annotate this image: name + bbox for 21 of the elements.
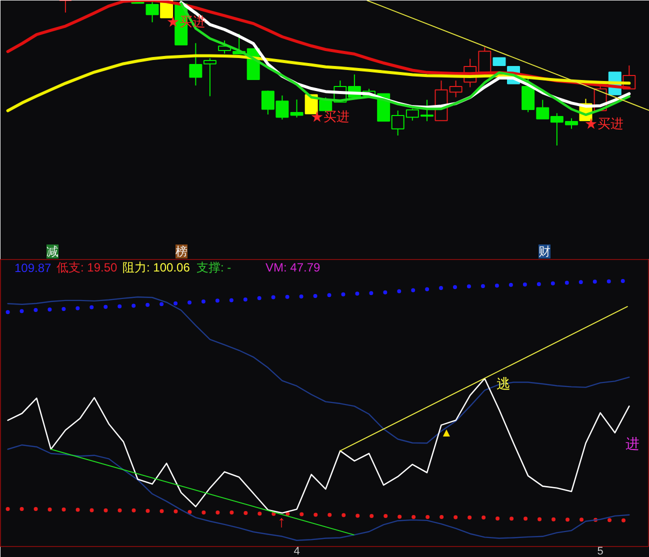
candlestick [203, 58, 216, 97]
annotation: ★买进 [310, 109, 350, 124]
candlestick [290, 99, 304, 118]
text: 减 [46, 244, 58, 258]
text: 阻力: 100.06 [122, 260, 190, 274]
candlestick [58, 0, 72, 14]
candlestick [189, 42, 202, 86]
annotation: ▲ [440, 426, 452, 440]
x-tick-label: 5 [597, 546, 604, 557]
text: 支撑: - [196, 260, 232, 274]
annotation: ★买进 [584, 116, 624, 131]
annotation: ↑ [278, 514, 286, 531]
candlestick [146, 0, 159, 23]
text: 榜 [176, 244, 188, 258]
text: 低支: 19.50 [56, 260, 118, 274]
x-tick-label: 4 [294, 546, 300, 557]
text: 109.87 [14, 261, 52, 275]
annotation: 逃 [496, 376, 510, 392]
text: 财 [538, 244, 550, 258]
annotation: 进 [626, 436, 640, 452]
text: VM: 47.79 [266, 260, 321, 274]
